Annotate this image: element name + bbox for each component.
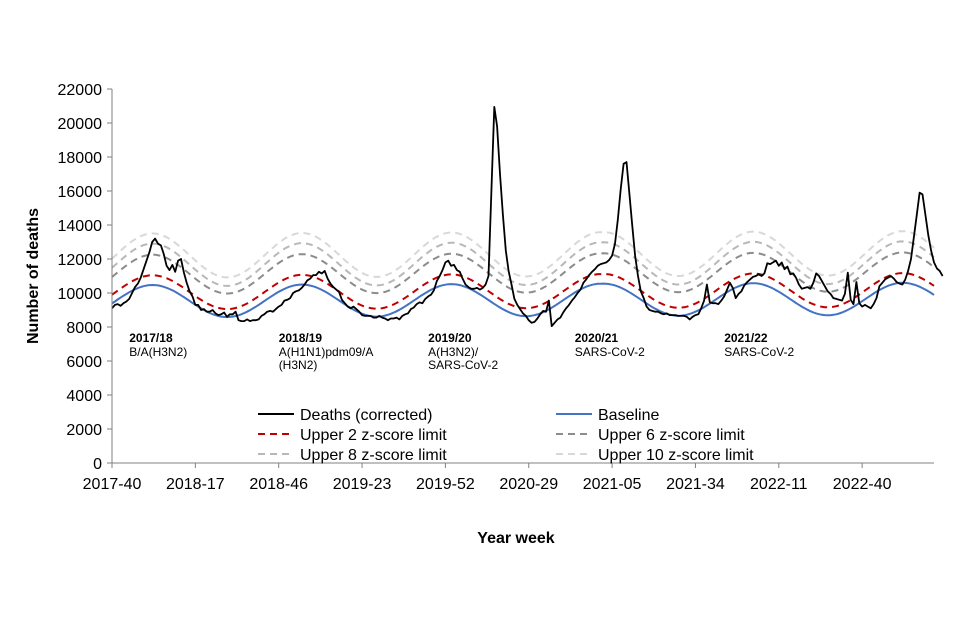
x-tick-label: 2018-46 bbox=[249, 476, 308, 493]
y-tick-label: 12000 bbox=[58, 252, 103, 269]
season-strain-label: B/A(H3N2) bbox=[129, 345, 187, 359]
x-tick-label: 2019-52 bbox=[416, 476, 475, 493]
x-tick-label: 2021-34 bbox=[666, 476, 725, 493]
season-strain-label: SARS-CoV-2 bbox=[428, 358, 498, 372]
season-strain-label: SARS-CoV-2 bbox=[724, 345, 794, 359]
season-label: 2017/18 bbox=[129, 331, 173, 345]
y-axis-ticks: 0 2000 4000 6000 8000 10000 12000 14000 16000 180… bbox=[58, 82, 112, 473]
series-upper-6-z-score-limit bbox=[111, 251, 935, 295]
series-upper-8-z-score-limit bbox=[111, 240, 935, 287]
legend-label: Upper 8 z-score limit bbox=[300, 447, 447, 464]
x-tick-label: 2019-23 bbox=[333, 476, 392, 493]
y-tick-label: 20000 bbox=[58, 116, 103, 133]
y-tick-label: 22000 bbox=[58, 82, 103, 99]
x-tick-label: 2021-05 bbox=[583, 476, 642, 493]
x-tick-label: 2022-40 bbox=[833, 476, 892, 493]
series-baseline bbox=[111, 281, 935, 319]
legend-label: Deaths (corrected) bbox=[300, 407, 433, 424]
x-tick-label: 2018-17 bbox=[166, 476, 225, 493]
x-axis-ticks: 2017-40 2018-17 2018-46 2019-23 2019-52 2020-… bbox=[83, 463, 892, 493]
season-label: 2018/19 bbox=[279, 331, 323, 345]
season-annotations: 2017/18B/A(H3N2) 2018/19A(H1N1)pdm09/A(H3… bbox=[129, 331, 794, 372]
season-strain-label: (H3N2) bbox=[279, 358, 318, 372]
legend-label: Baseline bbox=[598, 407, 659, 424]
season-label: 2020/21 bbox=[575, 331, 619, 345]
y-tick-label: 10000 bbox=[58, 286, 103, 303]
x-tick-label: 2022-11 bbox=[750, 476, 808, 493]
y-tick-label: 4000 bbox=[66, 388, 102, 405]
season-strain-label: A(H1N1)pdm09/A bbox=[279, 345, 374, 359]
y-tick-label: 0 bbox=[93, 456, 102, 473]
season-label: 2019/20 bbox=[428, 331, 472, 345]
y-tick-label: 14000 bbox=[58, 218, 103, 235]
legend: Deaths (corrected) Baseline Upper 2 z-scor… bbox=[258, 407, 754, 464]
x-axis-title: Year week bbox=[477, 530, 555, 547]
legend-label: Upper 6 z-score limit bbox=[598, 427, 745, 444]
season-label: 2021/22 bbox=[724, 331, 768, 345]
y-tick-label: 2000 bbox=[66, 422, 102, 439]
series-upper-10-z-score-limit bbox=[111, 230, 935, 279]
series-upper-2-z-score-limit bbox=[111, 272, 935, 311]
series-lines bbox=[111, 106, 944, 328]
series-deaths-corrected bbox=[111, 106, 944, 328]
legend-label: Upper 10 z-score limit bbox=[598, 447, 754, 464]
season-strain-label: A(H3N2)/ bbox=[428, 345, 479, 359]
x-tick-label: 2020-29 bbox=[499, 476, 558, 493]
y-axis-title: Number of deaths bbox=[25, 208, 42, 344]
y-tick-label: 16000 bbox=[58, 184, 103, 201]
y-tick-label: 6000 bbox=[66, 354, 102, 371]
season-strain-label: SARS-CoV-2 bbox=[575, 345, 645, 359]
x-tick-label: 2017-40 bbox=[83, 476, 142, 493]
y-tick-label: 18000 bbox=[58, 150, 103, 167]
legend-label: Upper 2 z-score limit bbox=[300, 427, 447, 444]
y-tick-label: 8000 bbox=[66, 320, 102, 337]
